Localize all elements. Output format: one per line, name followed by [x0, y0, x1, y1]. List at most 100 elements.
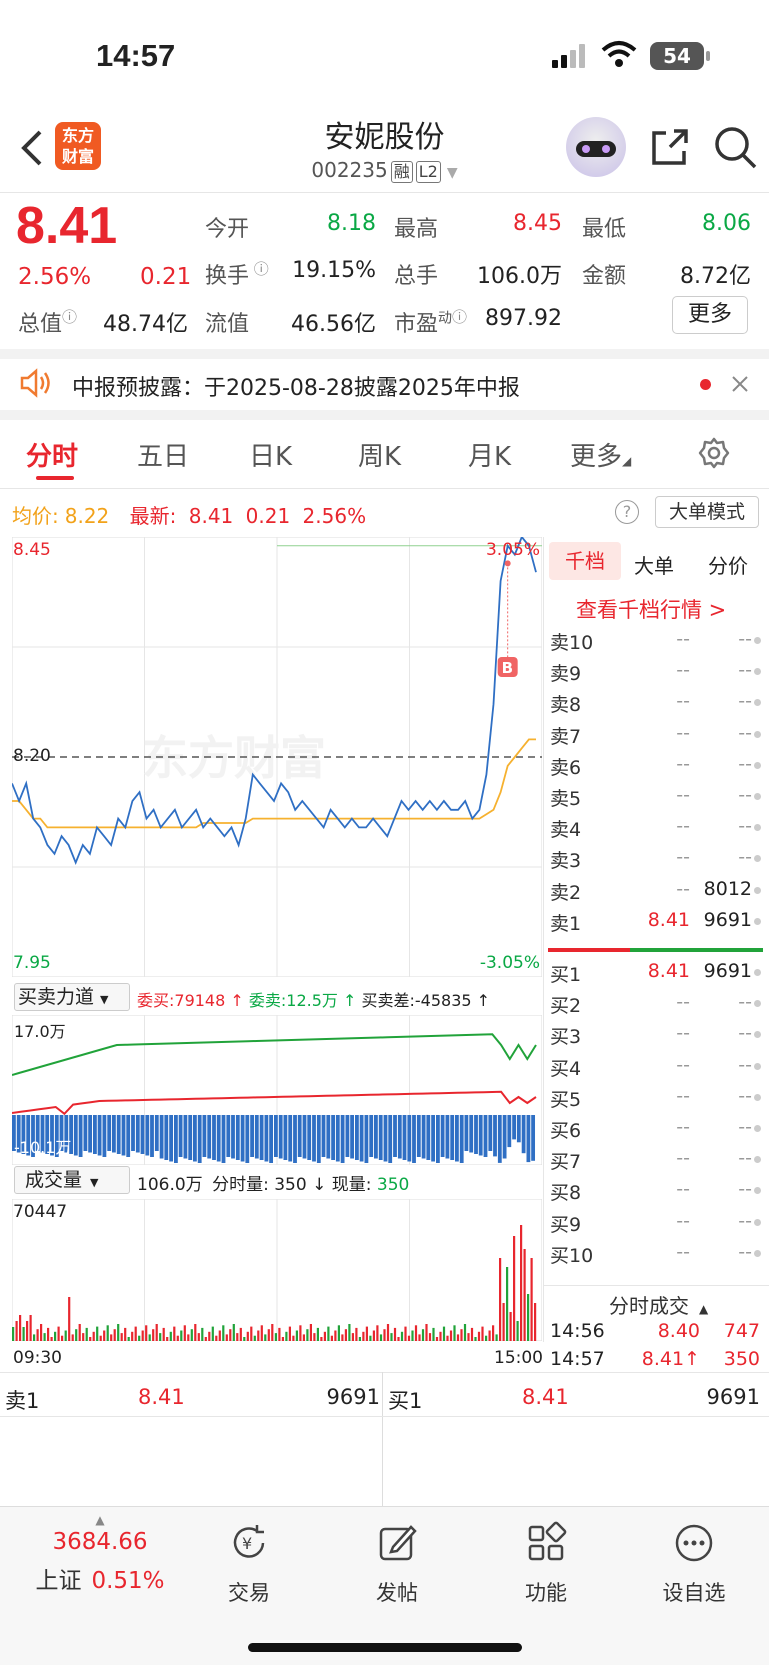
- tab-monthly-k[interactable]: 月K: [468, 442, 512, 472]
- search-icon[interactable]: [712, 124, 758, 174]
- tab-five-day[interactable]: 五日: [137, 442, 190, 472]
- volume-bar: [439, 1331, 442, 1341]
- edit-icon: [379, 1525, 417, 1561]
- buy-row[interactable]: 买4 -- --: [548, 1054, 763, 1085]
- sell-row[interactable]: 卖4 -- --: [548, 815, 763, 846]
- volume-bar: [369, 1335, 372, 1341]
- volume-bar: [26, 1321, 29, 1341]
- stock-code-row[interactable]: 002235 融 L2 ▼: [0, 158, 769, 183]
- volume-bar: [288, 1326, 291, 1341]
- back-icon[interactable]: [18, 128, 44, 172]
- volume-bar: [141, 1330, 144, 1341]
- sell-row[interactable]: 卖7 -- --: [548, 722, 763, 753]
- force-bar: [221, 1115, 226, 1163]
- buy-row[interactable]: 买3 -- --: [548, 1022, 763, 1053]
- sell-row[interactable]: 卖3 -- --: [548, 846, 763, 877]
- volume-bar: [435, 1337, 439, 1341]
- buy-row[interactable]: 买7 -- --: [548, 1147, 763, 1178]
- orderbook-tab-1000[interactable]: 千档: [549, 542, 621, 580]
- volume-bar: [194, 1324, 197, 1341]
- nav-trade[interactable]: ¥ 交易: [189, 1521, 309, 1607]
- force-bar: [88, 1115, 93, 1153]
- price-chart[interactable]: 东方财富 B: [12, 537, 542, 977]
- orderbook-tab-big[interactable]: 大单: [634, 554, 674, 578]
- buy-row[interactable]: 买10 -- --: [548, 1241, 763, 1272]
- force-bar: [274, 1115, 278, 1157]
- sell-row[interactable]: 卖2 -- 8012: [548, 878, 763, 909]
- buy-row[interactable]: 买5 -- --: [548, 1085, 763, 1116]
- volume-bar: [527, 1294, 530, 1341]
- volume-bar: [299, 1325, 302, 1341]
- pct-top-label: 3.05%: [485, 540, 540, 560]
- more-button[interactable]: 更多: [672, 296, 748, 334]
- force-dropdown[interactable]: 买卖力道 ▼: [14, 983, 130, 1011]
- sell-row[interactable]: 卖10 -- --: [548, 628, 763, 659]
- close-icon[interactable]: [730, 374, 750, 398]
- orderbook-tab-price[interactable]: 分价: [708, 554, 748, 578]
- nav-functions[interactable]: 功能: [486, 1521, 606, 1607]
- force-bar: [97, 1115, 102, 1156]
- volume-bar: [492, 1325, 495, 1341]
- stock-name: 安妮股份: [324, 120, 445, 155]
- time-start-label: 09:30: [13, 1348, 62, 1368]
- buy-row[interactable]: 买6 -- --: [548, 1116, 763, 1147]
- buy-row[interactable]: 买1 8.41 9691: [548, 960, 763, 991]
- buy-row[interactable]: 买9 -- --: [548, 1210, 763, 1241]
- tab-daily-k[interactable]: 日K: [249, 442, 293, 472]
- force-bottom-value: -10.1万: [14, 1138, 72, 1157]
- buy-row[interactable]: 买2 -- --: [548, 991, 763, 1022]
- sell-volume: --: [738, 815, 752, 838]
- force-bar: [307, 1115, 312, 1160]
- force-bar: [436, 1115, 440, 1163]
- sell-row[interactable]: 卖9 -- --: [548, 659, 763, 690]
- help-icon[interactable]: ?: [615, 500, 639, 524]
- view-1000-link[interactable]: 查看千档行情 >: [576, 598, 727, 622]
- tab-more[interactable]: 更多◢: [570, 442, 632, 472]
- assistant-avatar[interactable]: [566, 117, 626, 177]
- volume-bar: [506, 1267, 509, 1341]
- trade-row: 14:57 8.41↑ 350: [548, 1348, 763, 1379]
- big-order-mode-button[interactable]: 大单模式: [655, 496, 759, 528]
- sell-label: 卖7: [550, 725, 582, 748]
- wifi-icon: [601, 40, 637, 72]
- buy-label: 买1: [550, 964, 582, 986]
- volume-bar: [337, 1325, 340, 1341]
- status-time: 14:57: [96, 38, 176, 73]
- index-ticker[interactable]: ▲ 3684.66 上证 0.51%: [25, 1513, 175, 1595]
- nav-add-watchlist[interactable]: 设自选: [634, 1521, 754, 1607]
- tab-intraday[interactable]: 分时: [26, 442, 79, 472]
- volume-bar: [309, 1324, 312, 1341]
- level-dot: [754, 699, 761, 707]
- notice-text[interactable]: 中报预披露：于2025-08-28披露2025年中报: [72, 376, 520, 401]
- sell-row[interactable]: 卖6 -- --: [548, 753, 763, 784]
- home-indicator: [248, 1643, 522, 1652]
- sell-row[interactable]: 卖5 -- --: [548, 784, 763, 815]
- app-logo[interactable]: 东方 财富: [55, 122, 101, 170]
- share-icon[interactable]: [648, 125, 692, 173]
- tab-weekly-k[interactable]: 周K: [358, 442, 402, 472]
- sell-price: --: [676, 877, 690, 900]
- volume-bar: [485, 1335, 488, 1341]
- sell-row[interactable]: 卖8 -- --: [548, 690, 763, 721]
- yuan-refresh-icon: ¥: [233, 1525, 265, 1558]
- volume-dropdown[interactable]: 成交量 ▼: [14, 1166, 130, 1194]
- nav-post[interactable]: 发帖: [337, 1521, 457, 1607]
- volume-bar: [117, 1324, 120, 1341]
- buy-volume: --: [738, 1053, 752, 1076]
- buy-marker-dot: [504, 560, 511, 567]
- volume-bar: [78, 1324, 81, 1341]
- settings-icon[interactable]: [697, 436, 731, 474]
- force-bar: [359, 1115, 364, 1162]
- level-dot: [754, 1062, 761, 1070]
- volume-bar: [411, 1330, 414, 1341]
- sell-row[interactable]: 卖1 8.41 9691: [548, 909, 763, 940]
- average-price-line: [12, 738, 536, 829]
- volume-bar: [477, 1331, 481, 1341]
- force-bar: [407, 1115, 412, 1162]
- trades-title[interactable]: 分时成交 ▲: [609, 1294, 709, 1318]
- buy-row[interactable]: 买8 -- --: [548, 1178, 763, 1209]
- sell-force-line: [12, 1033, 537, 1076]
- volume-bar: [358, 1337, 361, 1341]
- force-bar: [445, 1115, 450, 1159]
- sell-volume: --: [738, 752, 752, 775]
